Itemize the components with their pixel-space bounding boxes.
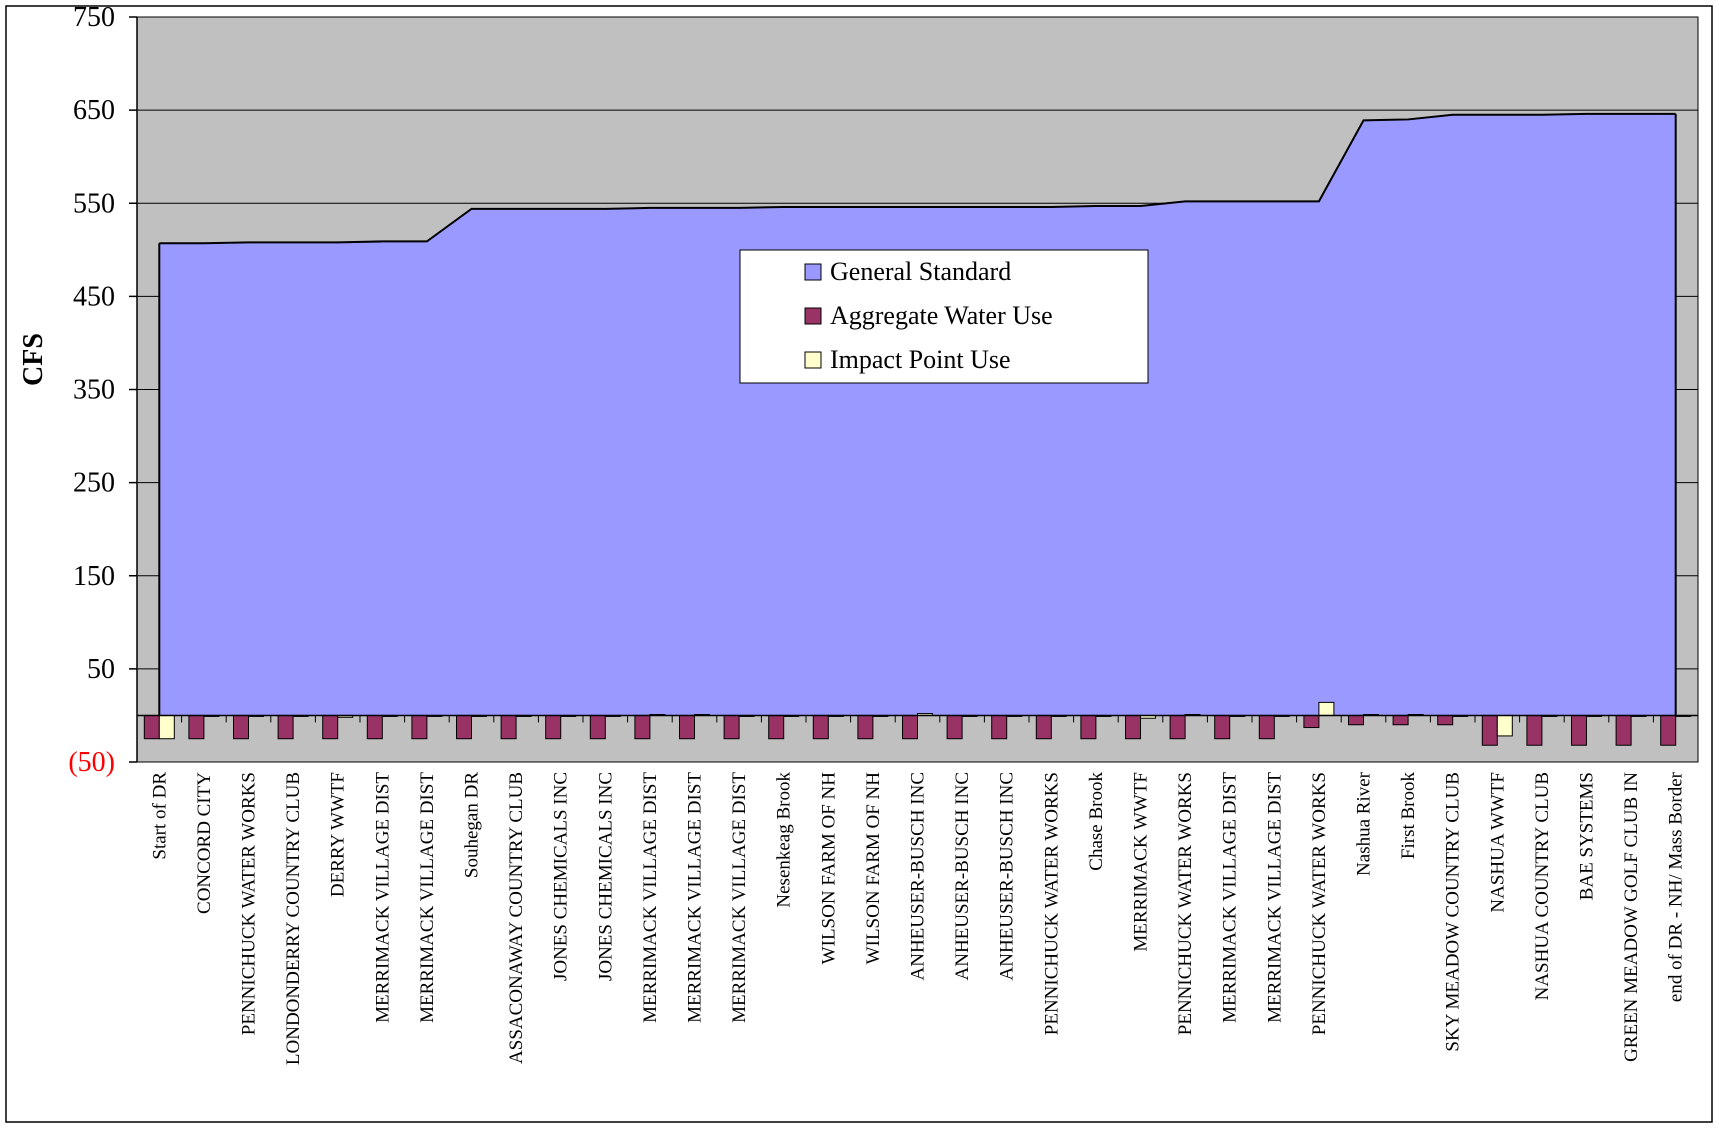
y-tick-label: 350: [73, 375, 115, 406]
aggregate-water-use-bar: [1393, 715, 1408, 724]
impact-point-use-bar: [1497, 715, 1512, 735]
aggregate-water-use-bar: [546, 715, 561, 738]
aggregate-water-use-bar: [680, 715, 695, 738]
category-label: Nesenkeag Brook: [774, 772, 795, 908]
aggregate-water-use-bar: [1349, 715, 1364, 724]
aggregate-water-use-bar: [412, 715, 427, 738]
aggregate-water-use-bar: [234, 715, 249, 738]
legend-swatch: [805, 352, 821, 368]
category-label: MERRIMACK VILLAGE DIST: [1264, 772, 1285, 1023]
y-tick-label: 50: [87, 654, 115, 685]
category-label: WILSON FARM OF NH: [818, 772, 839, 965]
aggregate-water-use-bar: [1036, 715, 1051, 738]
y-tick-label: 450: [73, 281, 115, 312]
category-label: NASHUA WWTF: [1487, 772, 1508, 913]
aggregate-water-use-bar: [1126, 715, 1141, 738]
aggregate-water-use-bar: [1215, 715, 1230, 738]
category-label: MERRIMACK VILLAGE DIST: [417, 772, 438, 1023]
category-label: LONDONDERRY COUNTRY CLUB: [283, 772, 304, 1065]
aggregate-water-use-bar: [144, 715, 159, 738]
category-label: JONES CHEMICALS INC: [595, 772, 616, 981]
y-tick-label: 150: [73, 561, 115, 592]
y-tick-label: 550: [73, 188, 115, 219]
category-label: SKY MEADOW COUNTRY CLUB: [1443, 772, 1464, 1052]
y-tick-label: 750: [73, 2, 115, 33]
aggregate-water-use-bar: [278, 715, 293, 738]
aggregate-water-use-bar: [189, 715, 204, 738]
category-label: CONCORD CITY: [194, 772, 215, 914]
y-tick-label: 250: [73, 468, 115, 499]
aggregate-water-use-bar: [323, 715, 338, 738]
legend-swatch: [805, 308, 821, 324]
legend: General Standard Aggregate Water Use Impac…: [740, 250, 1148, 383]
category-label: Souhegan DR: [462, 772, 483, 878]
aggregate-water-use-bar: [1572, 715, 1587, 745]
category-label: ANHEUSER-BUSCH INC: [997, 772, 1018, 981]
category-label: MERRIMACK VILLAGE DIST: [640, 772, 661, 1023]
category-label: ANHEUSER-BUSCH INC: [952, 772, 973, 981]
y-axis-label: CFS: [18, 333, 49, 386]
aggregate-water-use-bar: [457, 715, 472, 738]
category-label: MERRIMACK VILLAGE DIST: [1220, 772, 1241, 1023]
aggregate-water-use-bar: [858, 715, 873, 738]
category-label: MERRIMACK WWTF: [1131, 772, 1152, 952]
aggregate-water-use-bar: [1616, 715, 1631, 745]
impact-point-use-bar: [1319, 702, 1334, 715]
category-label: ANHEUSER-BUSCH INC: [908, 772, 929, 981]
aggregate-water-use-bar: [903, 715, 918, 738]
aggregate-water-use-bar: [1304, 715, 1319, 727]
y-tick-label: (50): [68, 747, 115, 778]
aggregate-water-use-bar: [1170, 715, 1185, 738]
category-label: PENNICHUCK WATER WORKS: [1175, 772, 1196, 1035]
aggregate-water-use-bar: [1482, 715, 1497, 745]
category-label: Chase Brook: [1086, 772, 1107, 871]
aggregate-water-use-bar: [501, 715, 516, 738]
category-label: MERRIMACK VILLAGE DIST: [729, 772, 750, 1023]
category-label: MERRIMACK VILLAGE DIST: [372, 772, 393, 1023]
category-label: First Brook: [1398, 772, 1419, 860]
aggregate-water-use-bar: [367, 715, 382, 738]
aggregate-water-use-bar: [1661, 715, 1676, 745]
category-label: Nashua River: [1354, 771, 1375, 876]
category-label: NASHUA COUNTRY CLUB: [1532, 772, 1553, 1000]
category-label: JONES CHEMICALS INC: [551, 772, 572, 981]
category-label: Start of DR: [149, 772, 170, 860]
legend-swatch: [805, 264, 821, 280]
aggregate-water-use-bar: [1081, 715, 1096, 738]
category-label: PENNICHUCK WATER WORKS: [239, 772, 260, 1035]
aggregate-water-use-bar: [947, 715, 962, 738]
aggregate-water-use-bar: [635, 715, 650, 738]
aggregate-water-use-bar: [1527, 715, 1542, 745]
aggregate-water-use-bar: [992, 715, 1007, 738]
category-label: WILSON FARM OF NH: [863, 772, 884, 965]
category-label: PENNICHUCK WATER WORKS: [1309, 772, 1330, 1035]
legend-entry: Aggregate Water Use: [830, 301, 1053, 330]
aggregate-water-use-bar: [813, 715, 828, 738]
category-label: BAE SYSTEMS: [1577, 772, 1598, 900]
category-label: DERRY WWTF: [328, 772, 349, 897]
y-tick-label: 650: [73, 95, 115, 126]
legend-entry: Impact Point Use: [830, 345, 1011, 374]
legend-entry: General Standard: [830, 257, 1011, 286]
category-label: MERRIMACK VILLAGE DIST: [685, 772, 706, 1023]
aggregate-water-use-bar: [1438, 715, 1453, 724]
aggregate-water-use-bar: [724, 715, 739, 738]
impact-point-use-bar: [159, 715, 174, 738]
aggregate-water-use-bar: [769, 715, 784, 738]
category-label: GREEN MEADOW GOLF CLUB IN: [1621, 772, 1642, 1062]
aggregate-water-use-bar: [1259, 715, 1274, 738]
aggregate-water-use-bar: [590, 715, 605, 738]
category-label: ASSACONAWAY COUNTRY CLUB: [506, 772, 527, 1064]
category-label: end of DR - NH/ Mass Border: [1666, 771, 1687, 1002]
category-label: PENNICHUCK WATER WORKS: [1041, 772, 1062, 1035]
